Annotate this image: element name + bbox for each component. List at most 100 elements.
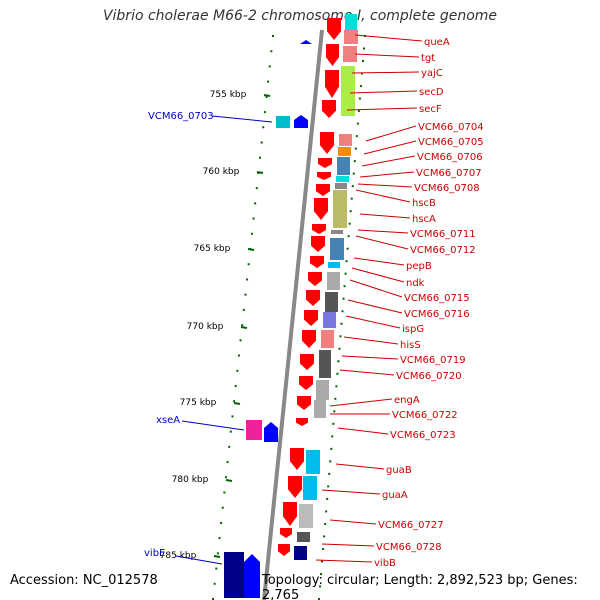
gene-label-right: VCM66_0719 [400, 355, 466, 366]
gene-label-right: VCM66_0720 [396, 371, 462, 382]
reverse-gene-arrow [244, 554, 260, 598]
ruler-tick [225, 479, 233, 482]
cog-color-block [294, 546, 307, 560]
reverse-gene-arrow [264, 422, 278, 442]
scale-dot [215, 567, 218, 570]
cog-color-block [323, 312, 336, 328]
scale-dot [345, 260, 348, 263]
gene-label-right: ndk [406, 278, 425, 289]
cog-color-block [341, 66, 355, 116]
cog-color-block [325, 292, 338, 312]
forward-gene-arrow [308, 272, 322, 286]
scale-dot [349, 210, 352, 213]
gene-label-right: vibB [374, 558, 396, 569]
scale-dot [267, 80, 270, 83]
gene-leader-line [365, 125, 417, 142]
scale-dot [347, 235, 350, 238]
ruler-tick [247, 248, 255, 251]
scale-dot [319, 585, 322, 588]
gene-leader-line [181, 420, 245, 431]
scale-dot [323, 535, 326, 538]
scale-dot [265, 95, 268, 98]
forward-gene-arrow [300, 354, 314, 370]
gene-leader-line [353, 257, 405, 266]
scale-dot [335, 385, 338, 388]
scale-dot [356, 122, 359, 125]
scale-dot [263, 111, 266, 114]
gene-label-left: VCM66_0703 [148, 111, 214, 122]
scale-dot [327, 485, 330, 488]
cog-color-block [306, 450, 320, 474]
gene-label-right: guaA [382, 490, 408, 501]
scale-dot [321, 560, 324, 563]
scale-dot [343, 285, 346, 288]
gene-leader-line [351, 267, 405, 283]
gene-leader-line [329, 519, 377, 525]
scale-dot [270, 50, 273, 53]
scale-dot [357, 110, 360, 113]
forward-gene-arrow [304, 310, 318, 326]
scale-dot [239, 339, 242, 342]
forward-gene-arrow [311, 236, 325, 252]
cog-color-block [335, 183, 347, 189]
scale-dot [360, 72, 363, 75]
forward-gene-arrow [318, 158, 332, 168]
gene-label-right: yajC [421, 68, 443, 79]
cog-color-block [344, 30, 358, 44]
gene-label-right: VCM66_0712 [410, 245, 476, 256]
gene-label-right: VCM66_0706 [417, 152, 483, 163]
scale-dot [236, 369, 239, 372]
gene-label-right: hscB [412, 198, 436, 209]
ruler-tick [240, 326, 248, 329]
scale-dot [340, 322, 343, 325]
cog-color-block [321, 330, 334, 348]
scale-dot [353, 160, 356, 163]
forward-gene-arrow [299, 376, 313, 390]
scale-dot [212, 598, 214, 600]
gene-leader-line [349, 279, 403, 298]
cog-color-block [331, 230, 343, 234]
gene-label-right: engA [394, 395, 420, 406]
scale-dot [331, 435, 334, 438]
scale-dot [320, 572, 323, 575]
forward-gene-arrow [310, 256, 324, 268]
gene-label-right: VCM66_0727 [378, 520, 444, 531]
scale-dot [346, 247, 349, 250]
gene-label-right: VCM66_0722 [392, 410, 458, 421]
cog-color-block [333, 190, 347, 228]
gene-leader-line [359, 171, 415, 178]
scale-dot [322, 547, 325, 550]
scale-dot [358, 97, 361, 100]
scale-dot [318, 598, 320, 600]
scale-dot [329, 460, 332, 463]
gene-leader-line [346, 107, 418, 111]
cog-color-block [336, 176, 349, 182]
gene-leader-line [337, 427, 389, 435]
gene-leader-line [355, 235, 409, 250]
gene-label-right: hisS [400, 340, 421, 351]
gene-label-right: VCM66_0728 [376, 542, 442, 553]
scale-dot [231, 415, 234, 418]
ruler-label: 755 kbp [210, 90, 247, 100]
scale-dot [255, 187, 258, 190]
forward-gene-arrow [314, 198, 328, 220]
gene-label-right: VCM66_0704 [418, 122, 484, 133]
cog-color-block [345, 14, 357, 30]
scale-dot [332, 422, 335, 425]
scale-dot [220, 521, 223, 524]
cog-color-block [328, 262, 340, 268]
scale-dot [224, 476, 227, 479]
scale-dot [254, 202, 257, 205]
scale-dot [272, 35, 274, 37]
scale-dot [361, 60, 364, 63]
ruler-tick [256, 171, 264, 174]
scale-dot [247, 263, 250, 266]
gene-leader-line [363, 140, 417, 155]
gene-label-right: VCM66_0723 [390, 430, 456, 441]
forward-gene-arrow [302, 330, 316, 348]
gene-leader-line [343, 336, 399, 345]
ruler-label: 760 kbp [203, 167, 240, 177]
forward-gene-arrow [297, 396, 311, 410]
scale-dot [328, 472, 331, 475]
